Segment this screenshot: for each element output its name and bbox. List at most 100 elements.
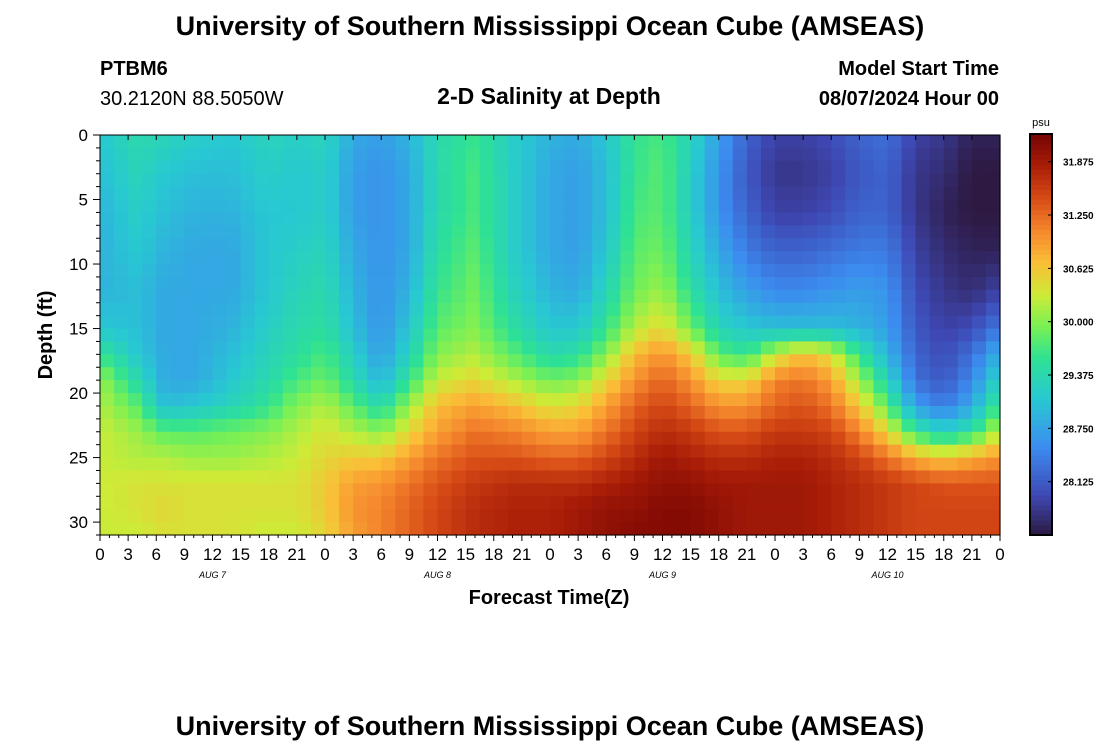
heatmap-cell (198, 522, 214, 536)
heatmap-cell (282, 431, 298, 446)
heatmap-cell (395, 405, 410, 420)
heatmap-cell (634, 509, 650, 523)
heatmap-cell (170, 380, 185, 394)
heatmap-cell (381, 522, 396, 536)
heatmap-cell (198, 135, 214, 149)
heatmap-cell (943, 289, 959, 304)
heatmap-cell (662, 405, 678, 420)
heatmap-cell (606, 212, 621, 226)
heatmap-cell (901, 405, 917, 420)
colorbar-tick-label: 30.625 (1063, 264, 1094, 275)
heatmap-cell (254, 431, 270, 446)
heatmap-cell (845, 470, 860, 484)
heatmap-cell (915, 496, 931, 510)
heatmap-cell (859, 470, 875, 484)
heatmap-cell (493, 341, 509, 355)
heatmap-cell (887, 173, 903, 188)
heatmap-cell (634, 135, 650, 149)
heatmap-cell (676, 302, 692, 317)
heatmap-cell (550, 431, 565, 446)
heatmap-cell (198, 444, 214, 459)
heatmap-cell (592, 238, 607, 252)
heatmap-cell (564, 341, 579, 355)
heatmap-cell (507, 160, 523, 175)
heatmap-cell (381, 367, 396, 381)
heatmap-cell (240, 418, 256, 433)
heatmap-cell (901, 496, 917, 510)
heatmap-cell (395, 160, 410, 175)
x-axis: 0 3 6 9 12 15 18 21 0 3 6 9 12 15 18 21 0 3 6 9 12 15 18 21 0 3 6 9… (95, 135, 1005, 580)
heatmap-cell (859, 418, 875, 433)
heatmap-cell (606, 522, 621, 536)
colorbar-band (1030, 154, 1052, 160)
heatmap-cell (493, 264, 509, 278)
heatmap-cell (114, 509, 129, 523)
heatmap-cell (395, 418, 410, 433)
heatmap-cell (620, 328, 635, 343)
heatmap-cell (817, 289, 832, 304)
heatmap-cell (887, 367, 903, 381)
heatmap-cell (493, 367, 509, 381)
heatmap-cell (620, 380, 635, 394)
heatmap-cell (943, 496, 959, 510)
heatmap-cell (268, 354, 284, 368)
heatmap-cell (156, 264, 171, 278)
heatmap-cell (296, 431, 312, 446)
heatmap-cell (831, 212, 846, 226)
heatmap-cell (240, 238, 256, 252)
heatmap-cell (662, 367, 678, 381)
heatmap-cell (254, 367, 270, 381)
heatmap-cell (578, 444, 593, 459)
heatmap-cell (367, 225, 382, 239)
heatmap-cell (212, 225, 228, 239)
heatmap-cell (226, 328, 242, 343)
heatmap-cell (114, 341, 129, 355)
heatmap-cell (732, 289, 748, 304)
heatmap-cell (873, 186, 889, 201)
heatmap-cell (901, 457, 917, 472)
heatmap-cell (156, 509, 171, 523)
heatmap-cell (465, 431, 481, 446)
heatmap-cell (943, 328, 959, 343)
heatmap-cell (550, 483, 565, 497)
heatmap-cell (550, 522, 565, 536)
heatmap-cell (775, 354, 790, 368)
heatmap-cell (859, 522, 875, 536)
heatmap-cell (128, 264, 143, 278)
heatmap-cell (620, 225, 635, 239)
heatmap-cell (901, 509, 917, 523)
heatmap-cell (521, 470, 537, 484)
colorbar-band (1030, 374, 1052, 381)
heatmap-cell (662, 418, 678, 433)
heatmap-cell (648, 212, 664, 226)
heatmap-cell (845, 251, 860, 265)
heatmap-cell (873, 173, 889, 188)
heatmap-cell (535, 135, 551, 149)
heatmap-cell (507, 341, 523, 355)
heatmap-cell (718, 341, 734, 355)
heatmap-cell (845, 431, 860, 446)
heatmap-cell (732, 173, 748, 188)
heatmap-cell (943, 135, 959, 149)
colorbar-band (1030, 179, 1052, 185)
heatmap-cell (240, 264, 256, 278)
heatmap-cell (479, 341, 495, 355)
heatmap-cell (831, 289, 846, 304)
heatmap-cell (620, 212, 635, 226)
heatmap-cell (831, 367, 846, 381)
heatmap-cell (676, 186, 692, 201)
heatmap-cell (676, 483, 692, 497)
heatmap-cell (100, 470, 115, 484)
heatmap-cell (296, 509, 312, 523)
heatmap-cell (423, 186, 439, 201)
heatmap-cell (704, 225, 720, 239)
heatmap-cell (704, 199, 720, 214)
heatmap-cell (887, 457, 903, 472)
heatmap-cell (817, 186, 832, 201)
heatmap-cell (170, 147, 185, 162)
heatmap-cell (634, 457, 650, 472)
x-tick-label: 18 (934, 545, 953, 564)
heatmap-cell (395, 431, 410, 446)
heatmap-cell (367, 509, 382, 523)
heatmap-cell (845, 405, 860, 420)
